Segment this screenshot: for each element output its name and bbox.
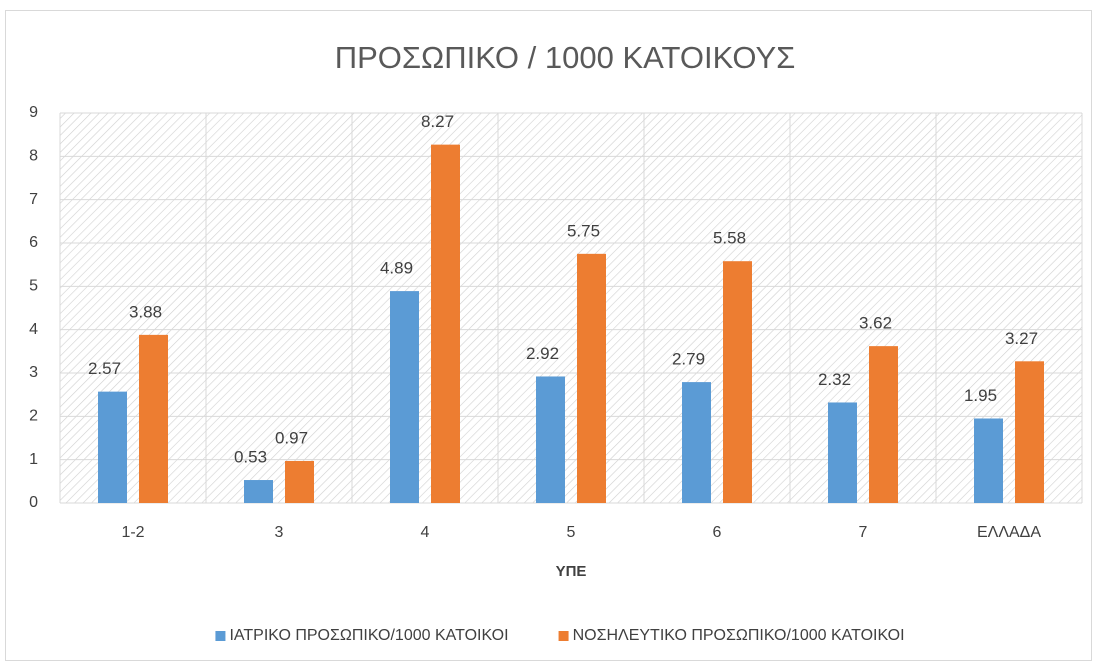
x-tick-label: 7 <box>859 524 868 541</box>
bar <box>828 402 857 503</box>
y-tick-label: 0 <box>29 494 38 511</box>
bar <box>98 391 127 503</box>
x-tick-label: 5 <box>567 524 576 541</box>
data-label: 2.32 <box>818 370 851 389</box>
data-label: 8.27 <box>421 112 454 131</box>
data-label: 1.95 <box>964 386 997 405</box>
legend-label: ΝΟΣΗΛΕΥΤΙΚΟ ΠΡΟΣΩΠΙΚΟ/1000 ΚΑΤΟΙΚΟΙ <box>573 627 905 644</box>
x-tick-label: 3 <box>275 524 284 541</box>
data-label: 3.88 <box>129 302 162 321</box>
y-tick-label: 3 <box>29 364 38 381</box>
data-label: 5.75 <box>567 221 600 240</box>
bar <box>723 261 752 503</box>
data-label: 2.92 <box>526 344 559 363</box>
data-label: 0.53 <box>234 448 267 467</box>
y-tick-label: 7 <box>29 191 38 208</box>
x-tick-label: 4 <box>421 524 430 541</box>
y-tick-label: 6 <box>29 234 38 251</box>
data-label: 5.58 <box>713 229 746 248</box>
bar <box>285 460 314 503</box>
bar <box>244 480 273 503</box>
x-tick-label: ΕΛΛΑΔΑ <box>977 524 1041 541</box>
legend-label: ΙΑΤΡΙΚΟ ΠΡΟΣΩΠΙΚΟ/1000 ΚΑΤΟΙΚΟΙ <box>229 627 508 644</box>
x-axis-label: ΥΠΕ <box>556 563 587 580</box>
y-tick-label: 1 <box>29 451 38 468</box>
legend-swatch <box>215 631 226 641</box>
bar <box>577 253 606 503</box>
y-tick-label: 5 <box>29 278 38 295</box>
y-tick-label: 9 <box>29 104 38 121</box>
chart-title: ΠΡΟΣΩΠΙΚΟ / 1000 ΚΑΤΟΙΚΟΥΣ <box>335 40 796 75</box>
y-tick-label: 8 <box>29 148 38 165</box>
bar <box>139 334 168 503</box>
bar <box>682 382 711 503</box>
y-tick-label: 4 <box>29 321 38 338</box>
bar <box>869 346 898 503</box>
bar <box>1015 361 1044 503</box>
data-label: 3.62 <box>859 314 892 333</box>
y-tick-label: 2 <box>29 408 38 425</box>
plot-area <box>60 113 1082 503</box>
bar <box>536 376 565 503</box>
legend-swatch <box>558 631 569 641</box>
data-label: 2.79 <box>672 350 705 369</box>
data-label: 3.27 <box>1005 329 1038 348</box>
data-label: 2.57 <box>88 359 121 378</box>
x-tick-label: 6 <box>713 524 722 541</box>
bar <box>390 291 419 503</box>
data-label: 4.89 <box>380 259 413 278</box>
bar <box>974 418 1003 503</box>
data-label: 0.97 <box>275 428 308 447</box>
bar <box>431 144 460 503</box>
x-tick-label: 1-2 <box>121 524 144 541</box>
